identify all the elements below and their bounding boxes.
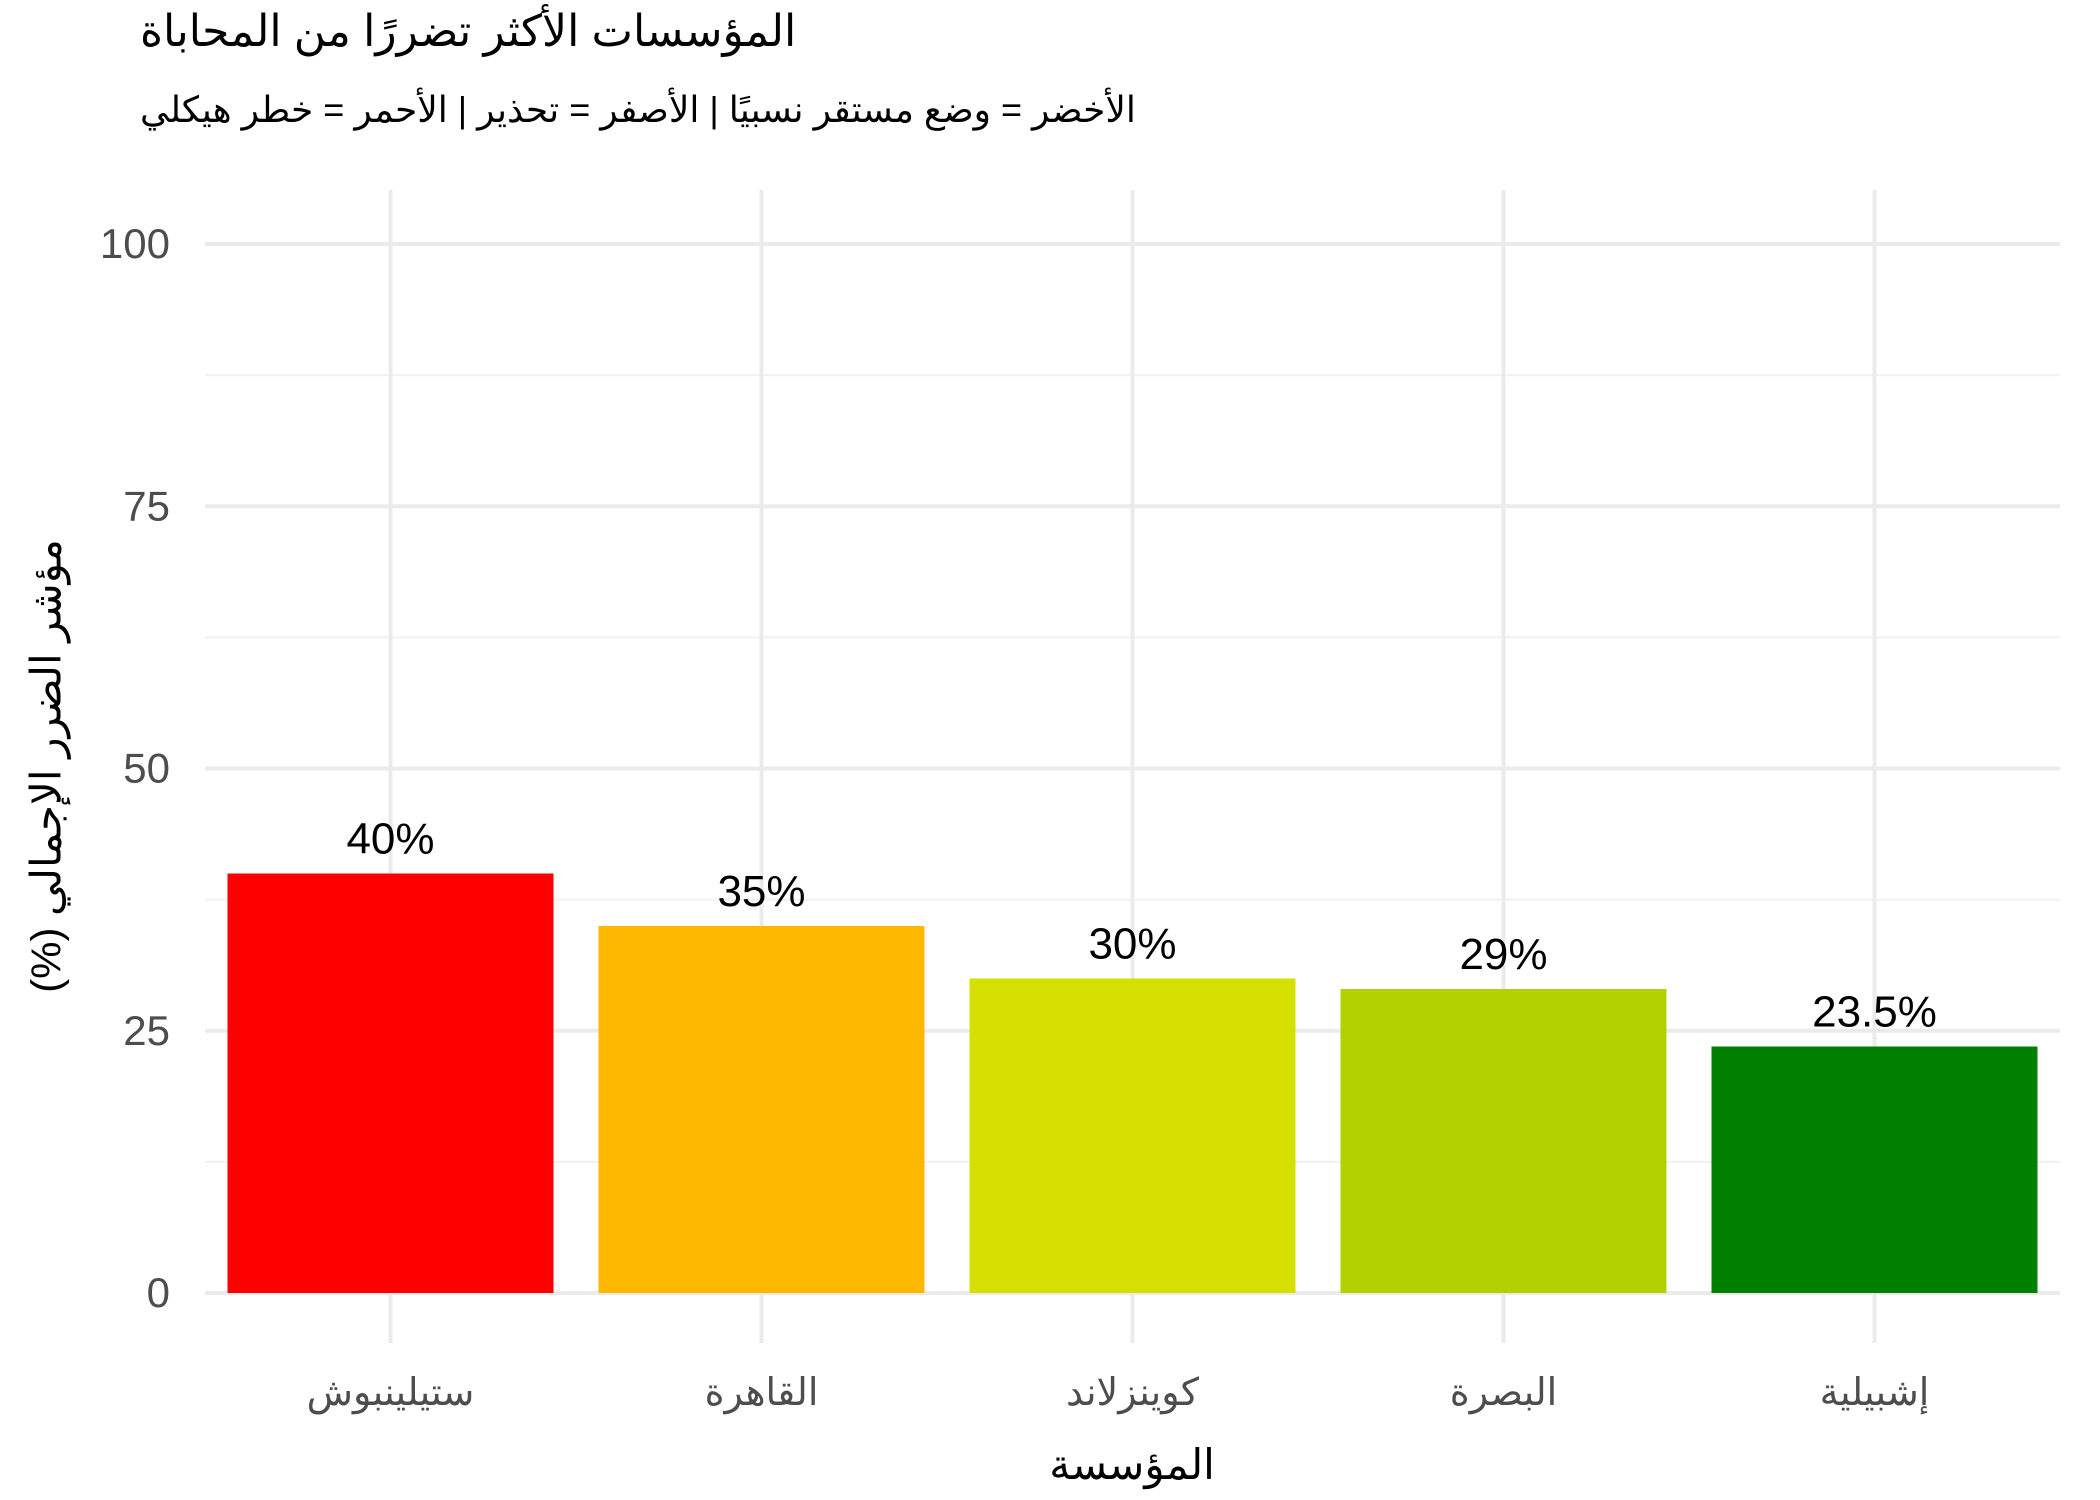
x-tick-label: البصرة xyxy=(1450,1372,1557,1415)
bar-value-label: 29% xyxy=(1459,930,1547,979)
chart-subtitle: الأخضر = وضع مستقر نسبيًا | الأصفر = تحذ… xyxy=(140,89,1136,130)
bar xyxy=(598,925,925,1293)
bar xyxy=(1340,988,1667,1293)
y-tick-label: 50 xyxy=(123,745,170,792)
x-tick-label: القاهرة xyxy=(705,1372,819,1415)
x-axis-title: المؤسسة xyxy=(1049,1441,1215,1488)
bar xyxy=(969,978,1296,1293)
bar-value-label: 35% xyxy=(717,867,805,916)
bar-value-label: 40% xyxy=(346,814,434,863)
chart-title: المؤسسات الأكثر تضررًا من المحاباة xyxy=(140,7,797,56)
y-tick-label: 100 xyxy=(100,220,170,267)
bar xyxy=(227,873,554,1293)
y-tick-label: 75 xyxy=(123,482,170,529)
y-axis-title: مؤشر الضرر الإجمالي (%) xyxy=(22,539,70,993)
bar-value-label: 23.5% xyxy=(1812,987,1937,1036)
bar xyxy=(1711,1046,2038,1293)
x-tick-label: إشبيلية xyxy=(1820,1372,1930,1415)
x-tick-label: ستيلينبوش xyxy=(307,1372,475,1415)
bar-value-label: 30% xyxy=(1088,919,1176,968)
x-tick-label: كوينزلاند xyxy=(1066,1372,1200,1415)
y-tick-label: 25 xyxy=(123,1007,170,1054)
y-tick-label: 0 xyxy=(147,1269,170,1316)
